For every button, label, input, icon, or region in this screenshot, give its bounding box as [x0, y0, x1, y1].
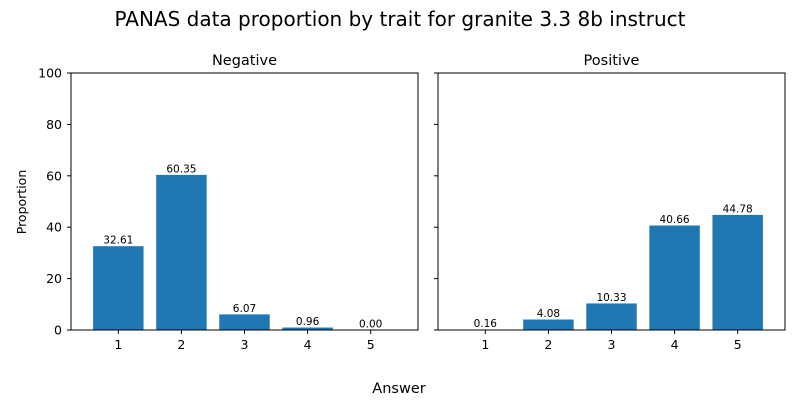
negative-x-tick-label-5: 5: [367, 337, 375, 352]
positive-x-tick-label-2: 2: [544, 337, 552, 352]
negative-bar-2: [156, 174, 207, 330]
positive-bar-3: [586, 303, 637, 330]
negative-bar-3: [219, 314, 270, 330]
positive-x-tick-label-5: 5: [734, 337, 742, 352]
negative-y-tick-label-100: 100: [38, 66, 62, 81]
negative-x-tick-label-1: 1: [114, 337, 122, 352]
negative-y-tick-label-40: 40: [46, 220, 62, 235]
figure-xlabel: Answer: [372, 381, 425, 397]
positive-panel-title: Positive: [584, 53, 640, 69]
negative-data-label-4: 0.96: [296, 316, 320, 328]
negative-data-label-1: 32.61: [103, 235, 133, 247]
positive-panel: Positive 0.16 4.08 10.33 40.66 44.78 1 2 3 4 5: [434, 53, 786, 352]
negative-x-tick-label-2: 2: [177, 337, 185, 352]
positive-data-label-5: 44.78: [723, 203, 753, 215]
negative-y-tick-label-80: 80: [46, 117, 62, 132]
negative-data-label-3: 6.07: [233, 303, 256, 315]
negative-data-label-2: 60.35: [166, 163, 196, 175]
positive-x-tick-label-3: 3: [608, 337, 616, 352]
negative-panel-title: Negative: [212, 53, 277, 69]
negative-panel: Negative 32.61 60.35 6.07 0.96 0.00 1 2 3 4 5 0 20 40…: [38, 53, 419, 352]
negative-bar-4: [282, 327, 333, 330]
positive-bar-4: [649, 225, 700, 330]
positive-data-label-1: 0.16: [474, 318, 498, 330]
negative-y-tick-label-20: 20: [46, 271, 62, 286]
positive-data-label-4: 40.66: [660, 214, 690, 226]
negative-data-label-5: 0.00: [359, 319, 382, 331]
positive-data-label-2: 4.08: [537, 308, 560, 320]
positive-x-tick-label-1: 1: [481, 337, 489, 352]
negative-x-tick-label-4: 4: [304, 337, 312, 352]
positive-x-tick-label-4: 4: [671, 337, 679, 352]
positive-bar-2: [523, 319, 574, 330]
figure-title: PANAS data proportion by trait for grani…: [114, 7, 685, 31]
y-axis-label: Proportion: [14, 170, 29, 235]
positive-bar-5: [712, 214, 763, 330]
negative-bar-1: [93, 246, 144, 330]
positive-data-label-3: 10.33: [596, 292, 626, 304]
negative-x-tick-label-3: 3: [241, 337, 249, 352]
negative-y-tick-label-60: 60: [46, 168, 62, 183]
negative-y-tick-label-0: 0: [54, 323, 62, 338]
